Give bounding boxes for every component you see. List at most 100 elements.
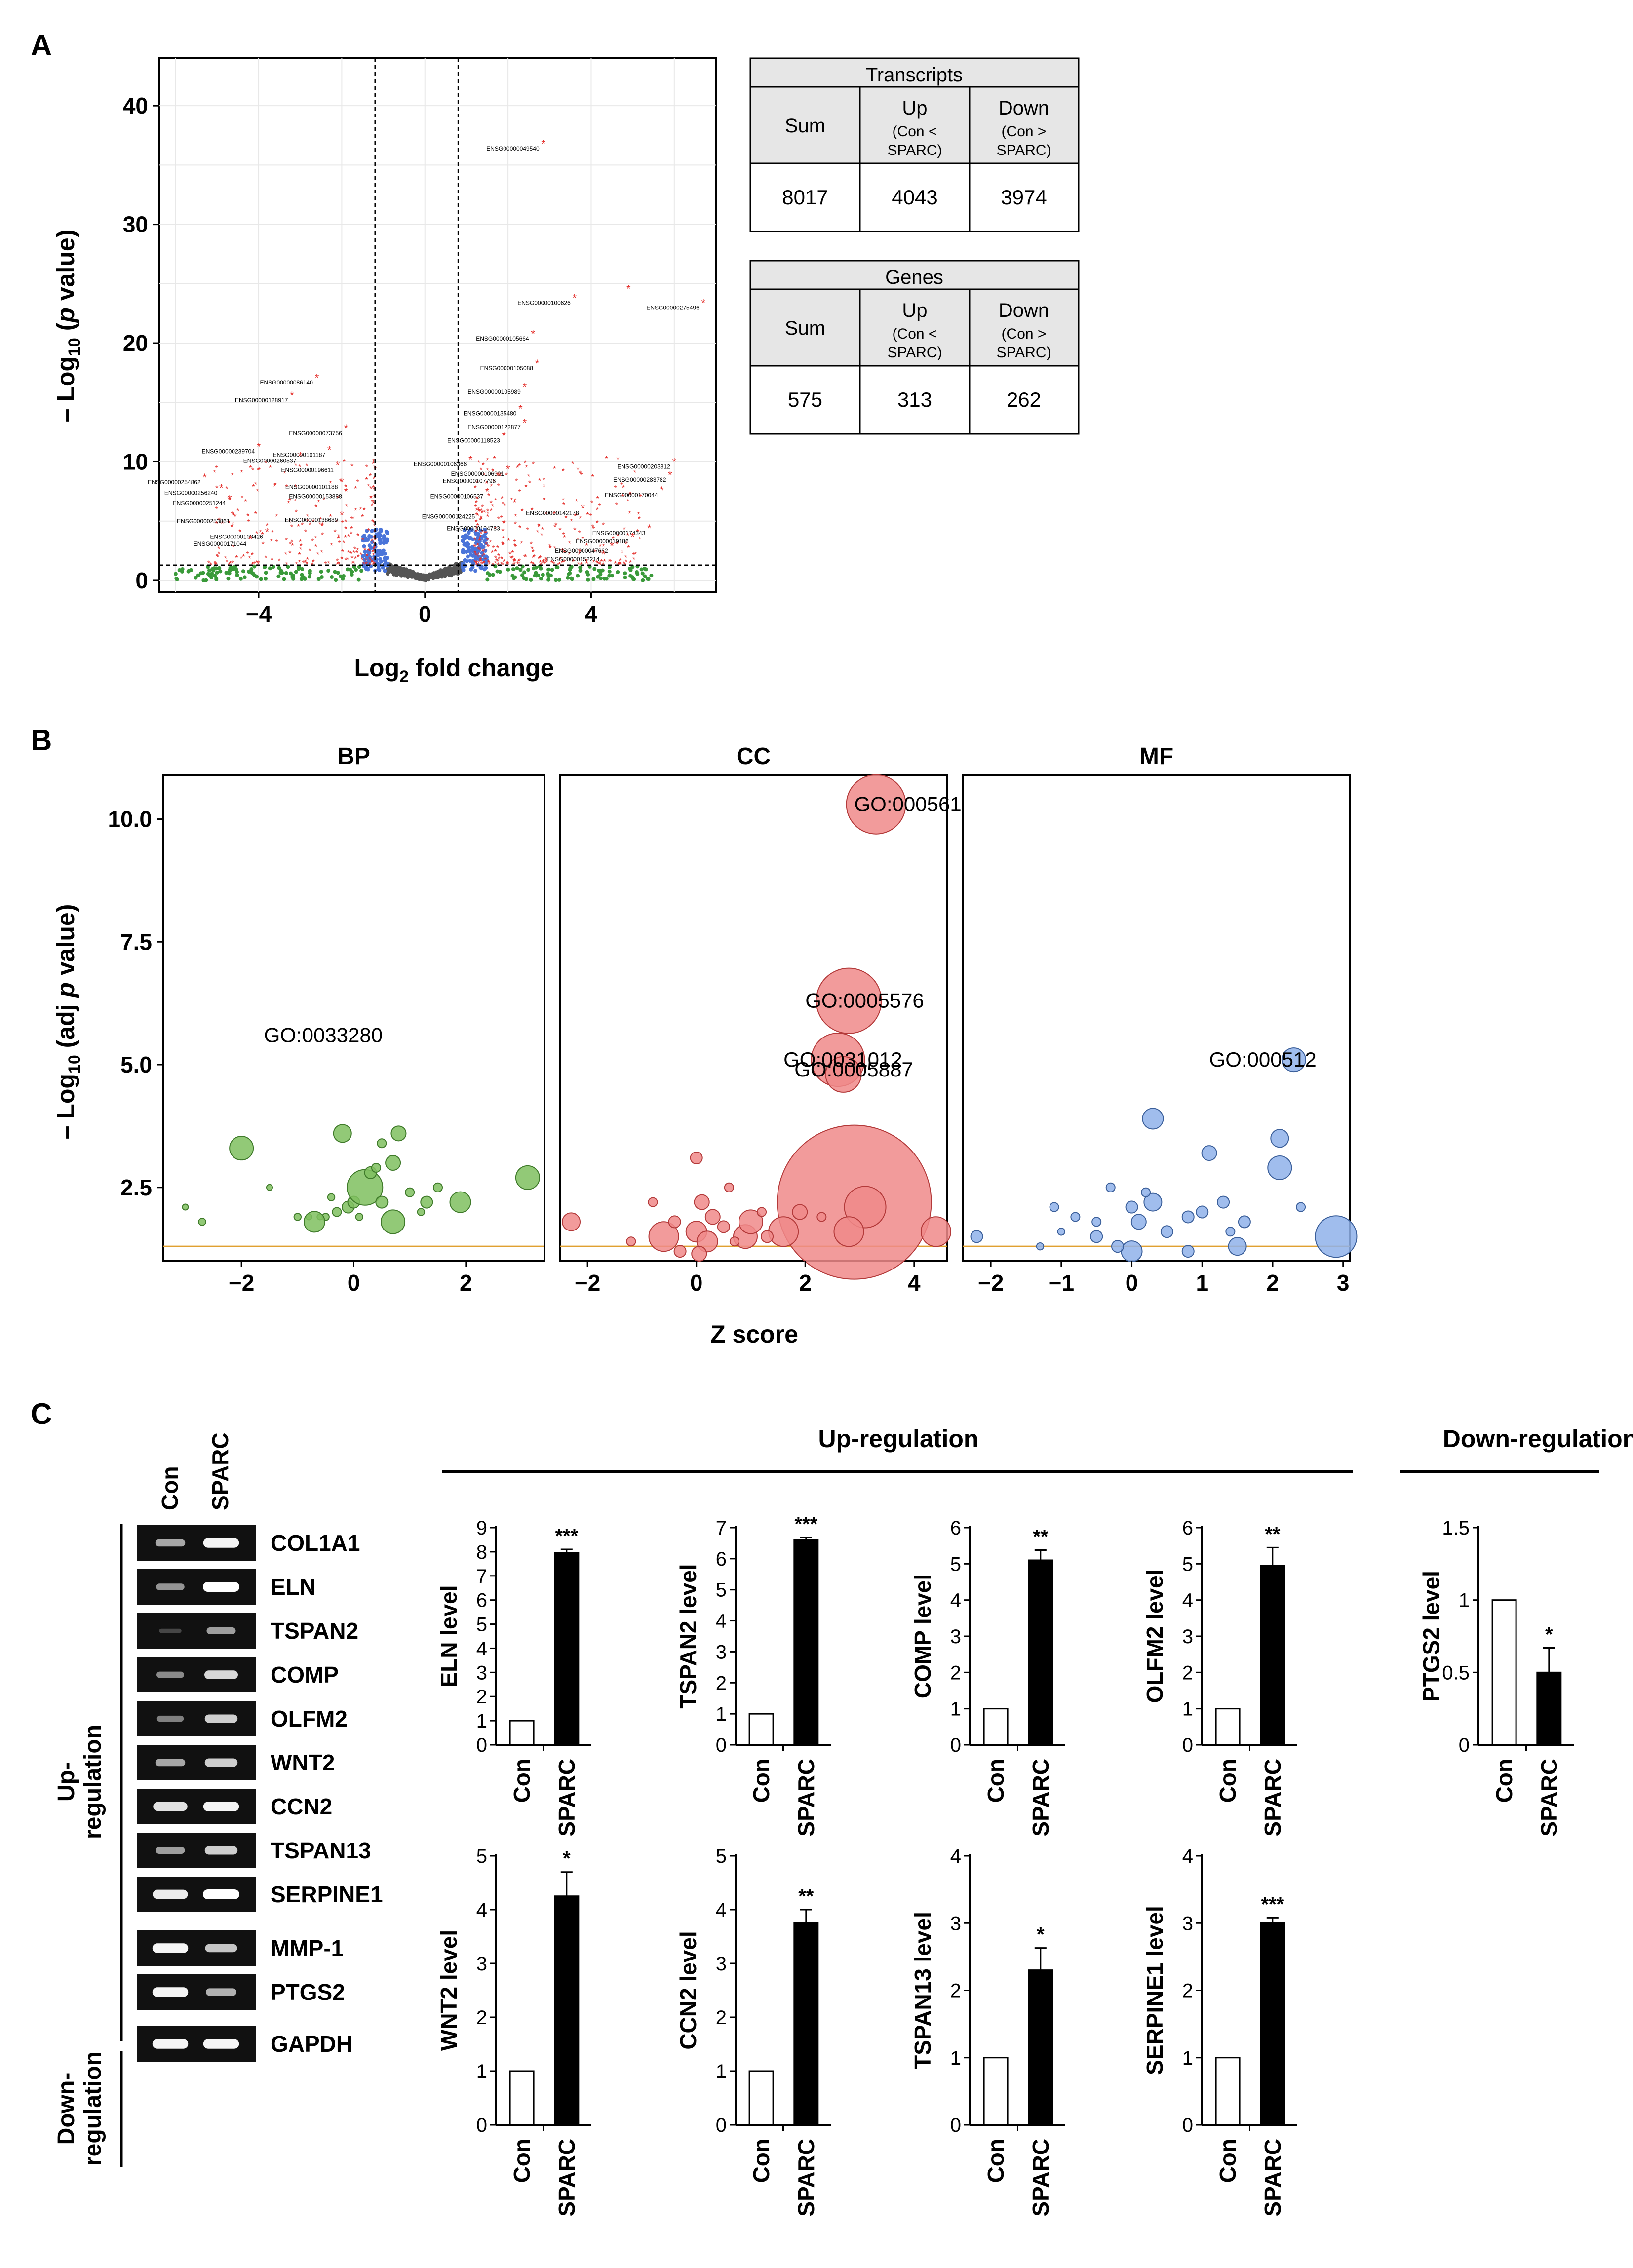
volcano-point-significant: * — [542, 558, 545, 567]
bar-y-tick-label: 3 — [716, 1953, 727, 1975]
volcano-point-significant: * — [568, 540, 571, 548]
volcano-x-axis-label: Log2 fold change — [354, 654, 554, 686]
volcano-point-fc-only — [316, 577, 321, 581]
volcano-point-significant: * — [562, 467, 565, 476]
volcano-point-fc-only — [333, 570, 337, 574]
volcano-point-fc-only — [491, 573, 495, 577]
volcano-point-significant: * — [261, 531, 264, 539]
volcano-point-significant: * — [554, 522, 557, 530]
volcano-point-significant: * — [474, 503, 477, 512]
volcano-point-fc-only — [289, 571, 293, 576]
volcano-point-ns — [431, 572, 435, 577]
gel-band — [156, 1583, 185, 1590]
volcano-point-significant: * — [294, 462, 297, 470]
significance-marker: *** — [1261, 1893, 1284, 1915]
volcano-point-fc-only — [529, 577, 533, 582]
volcano-point-significant: * — [235, 554, 238, 563]
volcano-point-significant: * — [517, 560, 520, 568]
volcano-point-pvalue-only — [481, 558, 486, 562]
volcano-point-fc-only — [586, 577, 590, 582]
go-term-annotation: GO:0033280 — [264, 1023, 383, 1046]
volcano-point-significant: * — [368, 556, 371, 564]
volcano-point-fc-only — [591, 577, 596, 581]
bar-category-label: SPARC — [1028, 1759, 1053, 1837]
volcano-point-significant: * — [579, 515, 582, 523]
bar-con — [983, 1708, 1009, 1746]
volcano-point-fc-only — [226, 577, 231, 581]
volcano-point-fc-only — [630, 565, 635, 569]
bar-con — [748, 2070, 774, 2126]
volcano-point-labeled: * — [518, 402, 523, 415]
volcano-point-significant: * — [225, 485, 228, 494]
volcano-point-significant: * — [490, 500, 493, 508]
volcano-point-significant: * — [341, 520, 344, 528]
volcano-point-significant: * — [494, 526, 497, 534]
go-term-bubble — [1315, 1215, 1358, 1258]
volcano-point-significant: * — [240, 494, 243, 502]
volcano-point-significant: * — [238, 528, 241, 537]
volcano-point-fc-only — [209, 576, 214, 580]
volcano-point-significant: * — [345, 556, 348, 565]
volcano-point-significant: * — [571, 461, 574, 469]
bar-category-label: Con — [509, 1759, 535, 1803]
volcano-point-significant: * — [623, 526, 626, 534]
volcano-point-significant: * — [592, 526, 595, 534]
volcano-point-significant: * — [475, 495, 478, 503]
volcano-point-significant: * — [614, 560, 617, 569]
go-term-bubble — [668, 1215, 681, 1229]
volcano-point-significant: * — [367, 547, 370, 556]
volcano-point-significant: * — [365, 560, 368, 569]
volcano-point-fc-only — [515, 566, 519, 571]
volcano-point-significant: * — [538, 523, 541, 532]
volcano-point-significant: * — [231, 511, 234, 519]
volcano-point-fc-only — [282, 577, 286, 581]
volcano-point-fc-only — [607, 574, 612, 578]
volcano-point-significant: * — [350, 555, 353, 563]
volcano-point-significant: * — [585, 560, 588, 568]
volcano-point-fc-only — [641, 578, 645, 582]
volcano-point-significant: * — [262, 540, 265, 549]
volcano-point-significant: * — [336, 561, 339, 570]
volcano-point-labeled: * — [630, 531, 635, 543]
volcano-point-significant: * — [501, 561, 504, 569]
volcano-point-pvalue-only — [383, 556, 387, 560]
volcano-point-fc-only — [630, 575, 635, 579]
bar-category-label: Con — [1491, 1759, 1517, 1803]
volcano-point-pvalue-only — [380, 552, 385, 556]
gel-band — [203, 1802, 239, 1811]
volcano-point-label: ENSG00000239704 — [202, 448, 255, 455]
volcano-points: * * * * * * * * * * * * * * * * * * * * * * * * * * * * * * * * * * * * * * * *… — [148, 138, 705, 582]
volcano-point-ns — [396, 568, 400, 572]
volcano-point-significant: * — [479, 515, 482, 523]
gel-band — [203, 2039, 239, 2049]
volcano-point-significant: * — [513, 557, 516, 566]
volcano-point-ns — [434, 575, 438, 579]
go-term-annotation: GO:0005615 — [855, 793, 973, 816]
volcano-point-significant: * — [225, 558, 228, 567]
bar-y-tick-label: 6 — [1182, 1517, 1193, 1539]
go-term-bubble — [327, 1193, 336, 1201]
volcano-point-significant: * — [299, 538, 302, 546]
go-term-bubble — [449, 1191, 471, 1213]
volcano-point-significant: * — [288, 549, 291, 558]
volcano-point-significant: * — [353, 545, 356, 554]
volcano-point-fc-only — [319, 570, 323, 574]
volcano-point-fc-only — [271, 565, 275, 569]
bar-y-tick-label: 4 — [1182, 1590, 1193, 1612]
volcano-point-significant: * — [329, 513, 332, 521]
volcano-point-fc-only — [217, 566, 222, 570]
volcano-point-significant: * — [365, 464, 368, 472]
bar-y-tick-label: 5 — [476, 1845, 487, 1867]
volcano-point-significant: * — [474, 551, 477, 560]
go-term-annotation: GO:000512 — [1209, 1048, 1317, 1071]
volcano-point-fc-only — [214, 577, 219, 581]
volcano-point-label: ENSG00000100626 — [517, 300, 571, 307]
go-term-bubble — [825, 1056, 862, 1093]
volcano-point-significant: * — [308, 547, 311, 556]
volcano-point-pvalue-only — [367, 549, 372, 554]
volcano-point-significant: * — [619, 557, 622, 566]
volcano-point-fc-only — [250, 571, 254, 575]
volcano-point-significant: * — [356, 532, 359, 540]
volcano-point-significant: * — [624, 554, 627, 562]
